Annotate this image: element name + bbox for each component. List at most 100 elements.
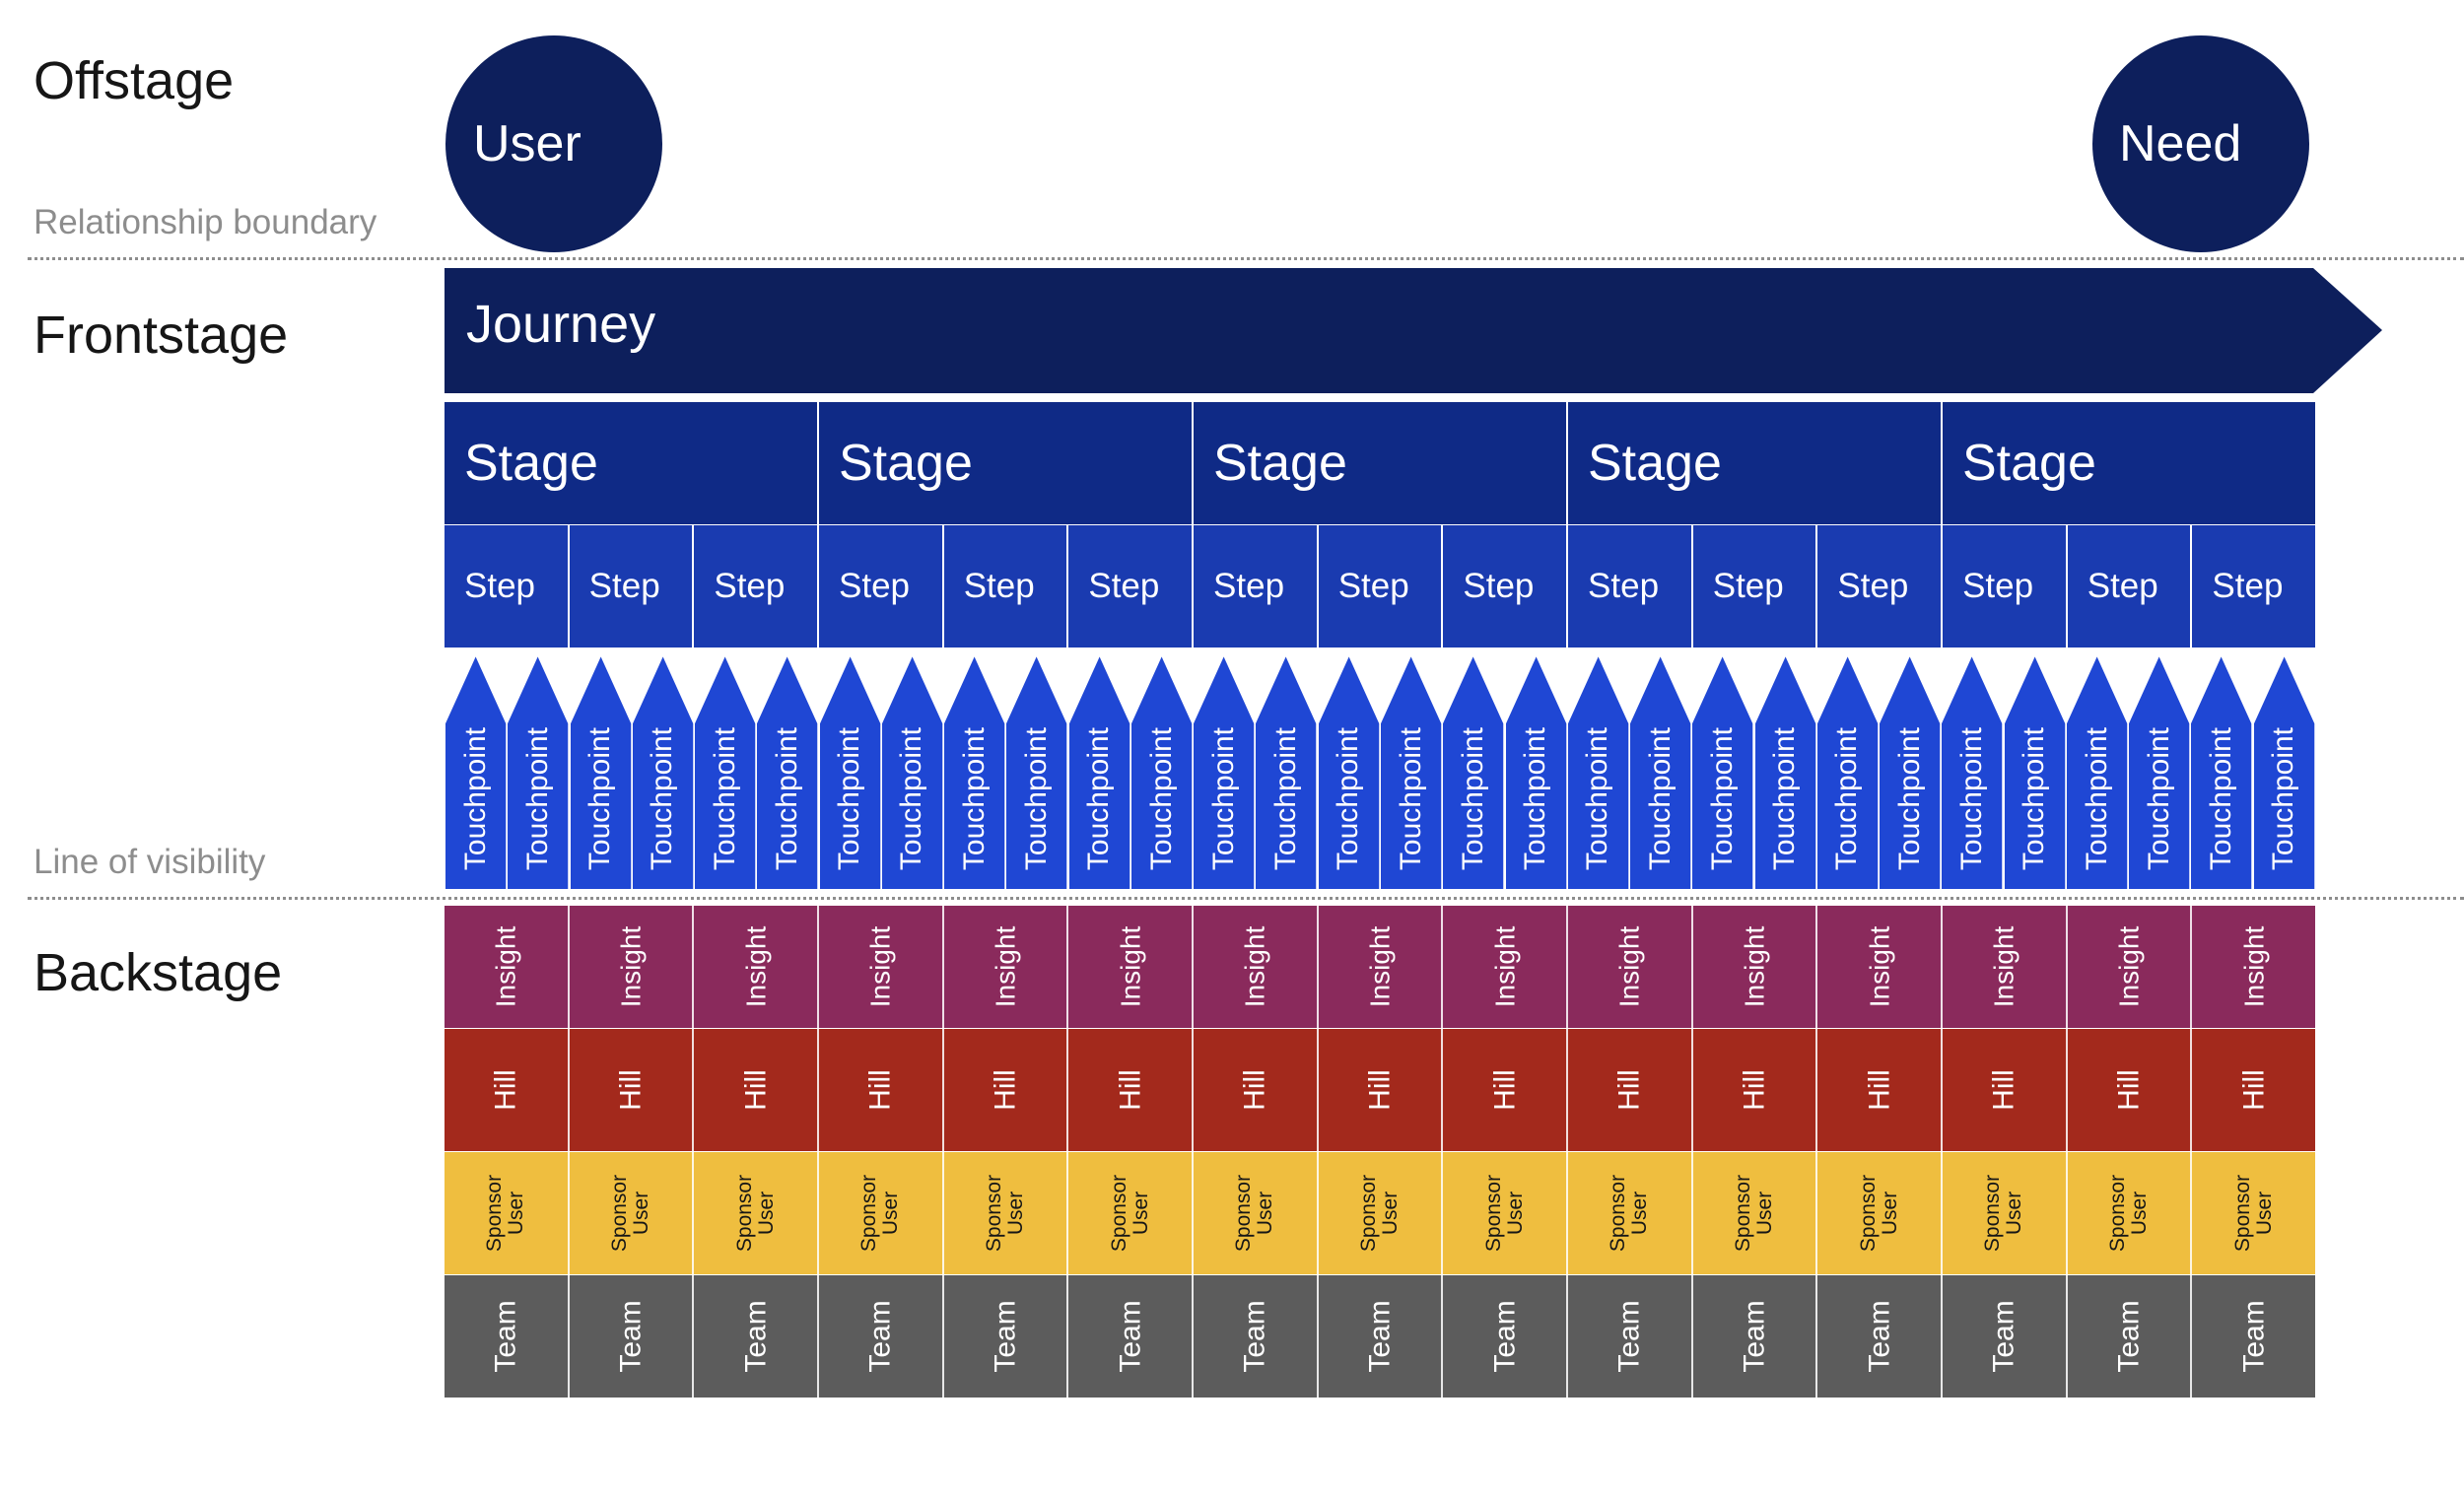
touchpoint-arrow-shape [1504,654,1567,890]
touchpoint-arrow: Touchpoint [1566,654,1630,890]
team-label: Team [863,1300,897,1373]
touchpoint-arrow-shape [445,654,508,890]
touchpoint-arrow: Touchpoint [756,654,819,890]
insight-label: Insight [2113,925,2145,1008]
hill-label: Hill [1363,1069,1397,1111]
touchpoint-label: Touchpoint [1206,726,1240,870]
insight-cell: Insight [2067,906,2193,1028]
sponsor-user-cell: Sponsor User [1943,1152,2068,1274]
touchpoint-arrow-shape [569,654,632,890]
team-cell: Team [819,1275,944,1398]
insight-label: Insight [1739,925,1770,1008]
journey-arrow: Journey [445,268,2382,393]
hill-label: Hill [1113,1069,1146,1111]
journey-arrow-shape [445,268,2382,393]
sponsor-user-label: Sponsor User [733,1175,778,1252]
sponsor-user-cell: Sponsor User [943,1152,1069,1274]
touchpoint-arrow-shape [1067,654,1130,890]
touchpoint-arrow-shape [1379,654,1443,890]
sponsor-user-label-line: Sponsor [2106,1174,2130,1253]
insight-cell: Insight [1443,906,1569,1028]
step-block: Step [1692,525,1818,648]
touchpoint-arrow-shape [1005,654,1068,890]
touchpoint-arrow-shape [1255,654,1318,890]
team-cell: Team [1443,1275,1569,1398]
hill-cell: Hill [1692,1029,1818,1151]
insight-label: Insight [1489,925,1521,1008]
touchpoint-arrow-shape [1879,654,1942,890]
touchpoint-arrow: Touchpoint [2065,654,2129,890]
insight-label: Insight [1613,925,1645,1008]
touchpoint-arrow-shape [1129,654,1194,890]
hill-label: Hill [1987,1069,2020,1111]
line-of-visibility-label: Line of visibility [34,843,266,881]
touchpoint-arrow: Touchpoint [1753,654,1816,890]
sponsor-user-cell: Sponsor User [1443,1152,1569,1274]
stage-block: Stage [1943,402,2315,524]
team-label: Team [1363,1300,1397,1373]
touchpoint-arrow: Touchpoint [1815,654,1880,890]
touchpoint-label: Touchpoint [1394,726,1427,870]
sponsor-user-label: Sponsor User [1108,1175,1152,1252]
hill-row: Hill Hill Hill Hill Hill Hill Hill Hill Hill Hill… [445,1029,2316,1151]
sponsor-user-label-line: Sponsor [1356,1174,1380,1253]
hill-label: Hill [1738,1069,1771,1111]
insight-cell: Insight [1194,906,1319,1028]
touchpoint-label: Touchpoint [1332,726,1365,870]
touchpoint-label: Touchpoint [2018,726,2051,870]
touchpoint-arrow: Touchpoint [445,654,508,890]
sponsor-user-label-line: User [2252,1191,2276,1236]
sponsor-user-label: Sponsor User [1607,1175,1651,1252]
sponsor-user-cell: Sponsor User [1817,1152,1944,1274]
hill-cell: Hill [1194,1029,1319,1151]
touchpoint-label: Touchpoint [1643,726,1677,870]
stage-block: Stage [819,402,1194,524]
team-label: Team [1487,1300,1521,1373]
team-cell: Team [2192,1275,2316,1398]
touchpoint-arrow-shape [756,654,819,890]
sponsor-user-cell: Sponsor User [819,1152,944,1274]
step-block: Step [445,525,570,648]
hill-label: Hill [738,1069,772,1111]
sponsor-user-label-line: Sponsor [982,1174,1005,1253]
touchpoint-arrow-shape [631,654,695,890]
insight-label: Insight [1864,925,1895,1008]
touchpoint-arrow-shape [2065,654,2129,890]
hill-cell: Hill [1318,1029,1444,1151]
sponsor-user-label-line: User [1129,1191,1152,1236]
touchpoint-arrow: Touchpoint [1255,654,1318,890]
team-cell: Team [1943,1275,2068,1398]
sponsor-user-label: Sponsor User [2106,1174,2151,1253]
sponsor-user-label-line: Sponsor [857,1174,881,1253]
insight-row: Insight Insight Insight Insight Insight Insig… [445,906,2316,1028]
touchpoint-arrow: Touchpoint [631,654,695,890]
user-circle-label: User [473,115,582,172]
touchpoint-label: Touchpoint [1581,726,1614,870]
team-cell: Team [694,1275,820,1398]
insight-cell: Insight [819,906,944,1028]
team-row: Team Team Team Team Team Team Team Team Team Team… [445,1275,2316,1398]
hill-label: Hill [1612,1069,1646,1111]
touchpoint-arrow: Touchpoint [2252,654,2315,890]
insight-label: Insight [490,925,521,1008]
touchpoint-label: Touchpoint [2080,726,2113,870]
team-label: Team [2112,1300,2146,1373]
touchpoint-arrow: Touchpoint [818,654,881,890]
touchpoints-row: Touchpoint Touchpoint Touchpoint Touchpoint… [445,654,2315,890]
need-circle-label: Need [2119,115,2242,172]
step-block: Step [1568,525,1693,648]
insight-cell: Insight [1568,906,1693,1028]
touchpoint-arrow: Touchpoint [2003,654,2066,890]
hill-label: Hill [2112,1069,2146,1111]
touchpoint-label: Touchpoint [1144,726,1178,870]
touchpoint-label: Touchpoint [1705,726,1739,870]
insight-label: Insight [990,925,1021,1008]
sponsor-user-label: Sponsor User [982,1174,1028,1253]
sponsor-user-label-line: Sponsor [483,1174,507,1253]
sponsor-user-cell: Sponsor User [1194,1152,1319,1274]
insight-cell: Insight [943,906,1069,1028]
sponsor-user-label-line: User [1004,1191,1028,1236]
team-cell: Team [1817,1275,1944,1398]
hill-label: Hill [489,1069,522,1111]
touchpoint-arrow: Touchpoint [569,654,632,890]
